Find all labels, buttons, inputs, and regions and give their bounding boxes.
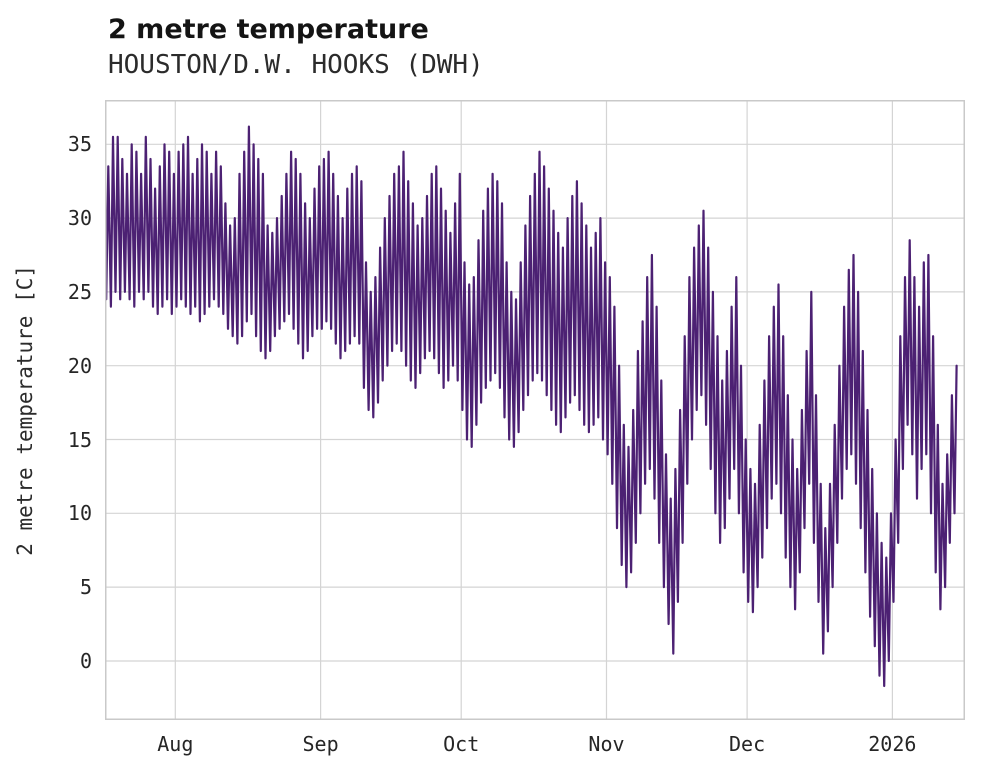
chart-subtitle: HOUSTON/D.W. HOOKS (DWH)	[108, 50, 484, 80]
y-tick-label: 5	[79, 575, 92, 600]
x-tick-label: Dec	[729, 732, 766, 756]
x-tick-label: Sep	[302, 732, 339, 756]
y-tick-label: 20	[67, 353, 92, 378]
y-tick-label: 0	[79, 648, 92, 673]
chart-title: 2 metre temperature	[108, 14, 429, 45]
y-tick-label: 25	[67, 279, 92, 304]
y-tick-label: 10	[67, 501, 92, 526]
x-tick-label: 2026	[868, 732, 917, 756]
plot-area	[105, 100, 965, 720]
x-tick-label: Oct	[443, 732, 480, 756]
x-tick-label: Nov	[588, 732, 625, 756]
y-tick-label: 35	[67, 132, 92, 157]
x-tick-label: Aug	[157, 732, 194, 756]
temperature-line-chart	[105, 100, 965, 720]
y-axis-label-text: 2 metre temperature [C]	[13, 264, 37, 556]
y-tick-label: 30	[67, 206, 92, 231]
y-axis-label: 2 metre temperature [C]	[10, 100, 40, 720]
y-tick-label: 15	[67, 427, 92, 452]
